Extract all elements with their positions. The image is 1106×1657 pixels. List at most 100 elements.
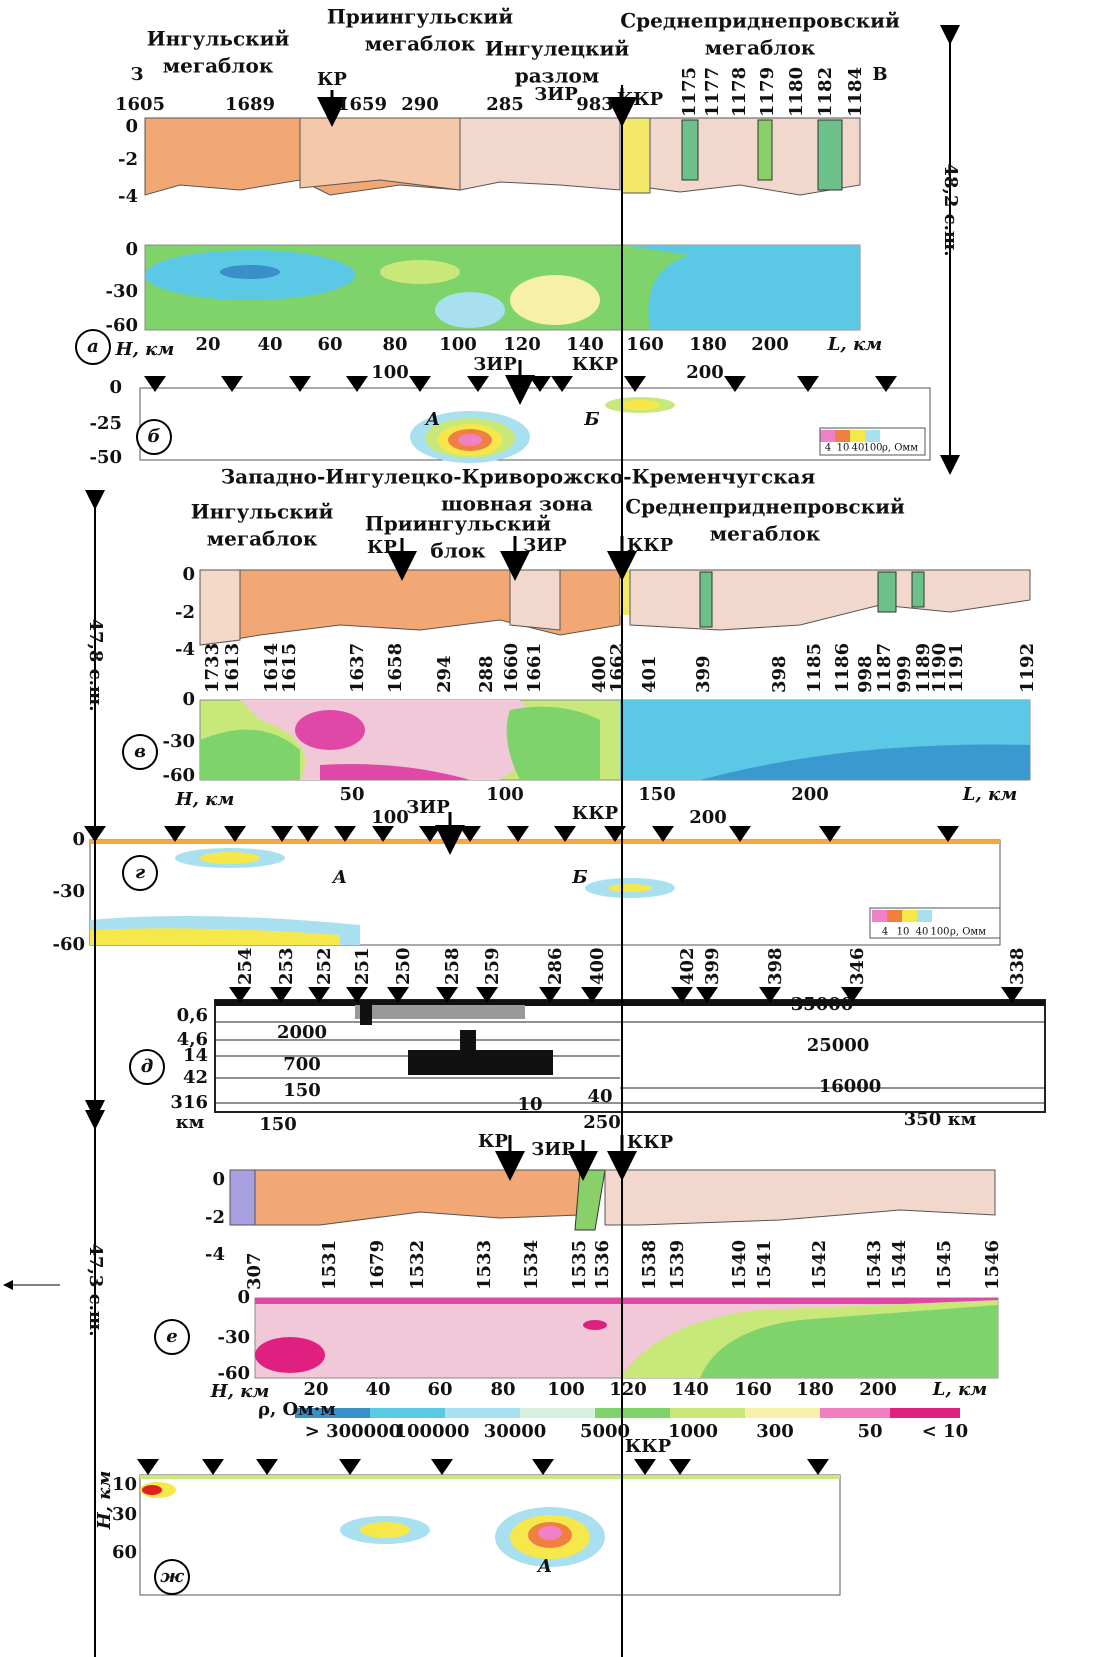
station-marker [551,376,573,392]
anomaly-label: А [536,1556,553,1577]
station-label: 1536 [592,1240,613,1290]
section-1-shapes [139,25,960,475]
station-label: 1180 [786,67,807,117]
station-label: 1534 [521,1240,542,1290]
station-marker [270,987,292,1003]
distance-tick: 350 км [904,1109,977,1130]
station-marker [256,1459,278,1475]
station-marker [819,826,841,842]
depth-label: 0 [237,1287,250,1308]
station-marker [507,826,529,842]
resistivity-value: 2000 [277,1022,327,1043]
depth-label: 10 [112,1474,137,1495]
station-marker [271,826,293,842]
resistivity-value: 40 [587,1086,612,1107]
station-marker [797,376,819,392]
depth-label: 0 [72,829,85,850]
station-label: 1542 [809,1240,830,1290]
station-label: 1546 [982,1240,1003,1290]
distance-tick: 60 [317,334,342,355]
panel-circle [122,734,158,770]
station-label: 1545 [934,1240,955,1290]
station-label: 998 [855,655,876,693]
station-label: 288 [476,655,497,693]
depth-label: 4,6 [177,1029,208,1050]
resistivity-value: 10 [517,1094,542,1115]
block-name: мегаблок [710,522,821,546]
depth-label: -4 [118,186,138,207]
resistivity-value: 35000 [791,994,854,1015]
depth-label: 0 [125,239,138,260]
station-label: 1538 [639,1240,660,1290]
fault-label: ЗИР [531,1139,575,1160]
distance-tick: 200 [859,1379,897,1400]
station-label: 1191 [946,643,967,693]
station-marker [875,376,897,392]
station-marker [431,1459,453,1475]
legend-tick: 4 [825,443,831,454]
depth-unit: км [176,1112,205,1133]
distance-tick: 160 [734,1379,772,1400]
colorbar-title: ρ, Ом·м [258,1399,336,1420]
colorbar-label: 50 [857,1421,882,1442]
station-label: 1175 [679,67,700,117]
station-marker [581,987,603,1003]
station-label: 1539 [667,1240,688,1290]
station-marker [624,376,646,392]
station-label: 285 [486,94,524,115]
panel-circle [129,1049,165,1085]
station-label: 290 [401,94,439,115]
distance-tick: 50 [339,784,364,805]
fault-label: ЗИР [406,797,450,818]
station-label: 1662 [607,643,628,693]
legend-tick: 10 [897,927,910,938]
distance-tick: 100 [371,807,409,828]
latitude: 47,8 с.ш. [85,619,106,712]
station-label: 1615 [279,643,300,693]
station-label: 1532 [407,1240,428,1290]
station-marker [634,1459,656,1475]
depth-label: -60 [162,765,195,786]
station-marker [339,1459,361,1475]
station-label: 1192 [1017,643,1038,693]
station-label: 1689 [225,94,275,115]
station-marker [436,987,458,1003]
fault-label: ЗИР [534,84,578,105]
anomaly-label: А [465,1052,482,1073]
station-marker [84,826,106,842]
depth-label: -4 [175,639,195,660]
station-label: 1184 [845,67,866,117]
station-label: 400 [589,655,610,693]
station-marker [289,376,311,392]
station-label: 1605 [115,94,165,115]
axis-label: H, км [115,339,175,360]
section-2-shapes [85,490,1046,1120]
station-label: 1661 [524,643,545,693]
depth-label: -60 [217,1363,250,1384]
panel-circle [136,419,172,455]
depth-label: 0 [125,116,138,137]
depth-label: 0 [182,564,195,585]
station-label: 1182 [815,67,836,117]
station-label: 1679 [367,1240,388,1290]
distance-tick: 20 [303,1379,328,1400]
distance-tick: 180 [796,1379,834,1400]
distance-tick: 200 [689,807,727,828]
station-marker [137,1459,159,1475]
fault-label: КР [478,1131,508,1152]
panel-letter: д [141,1056,154,1077]
station-marker [224,826,246,842]
latitude: 48,2 с.ш. [940,164,961,257]
legend-tick: 100 [863,443,882,454]
station-label: 294 [434,655,455,693]
station-label: 1177 [702,67,723,117]
fault-label: ККР [627,535,674,556]
distance-tick: 140 [671,1379,709,1400]
block-name: блок [430,539,486,563]
distance-tick: 80 [490,1379,515,1400]
station-label: 250 [393,947,414,985]
depth-label: 0 [212,1169,225,1190]
distance-tick: 200 [686,362,724,383]
distance-tick: 160 [626,334,664,355]
station-label: 999 [894,655,915,693]
